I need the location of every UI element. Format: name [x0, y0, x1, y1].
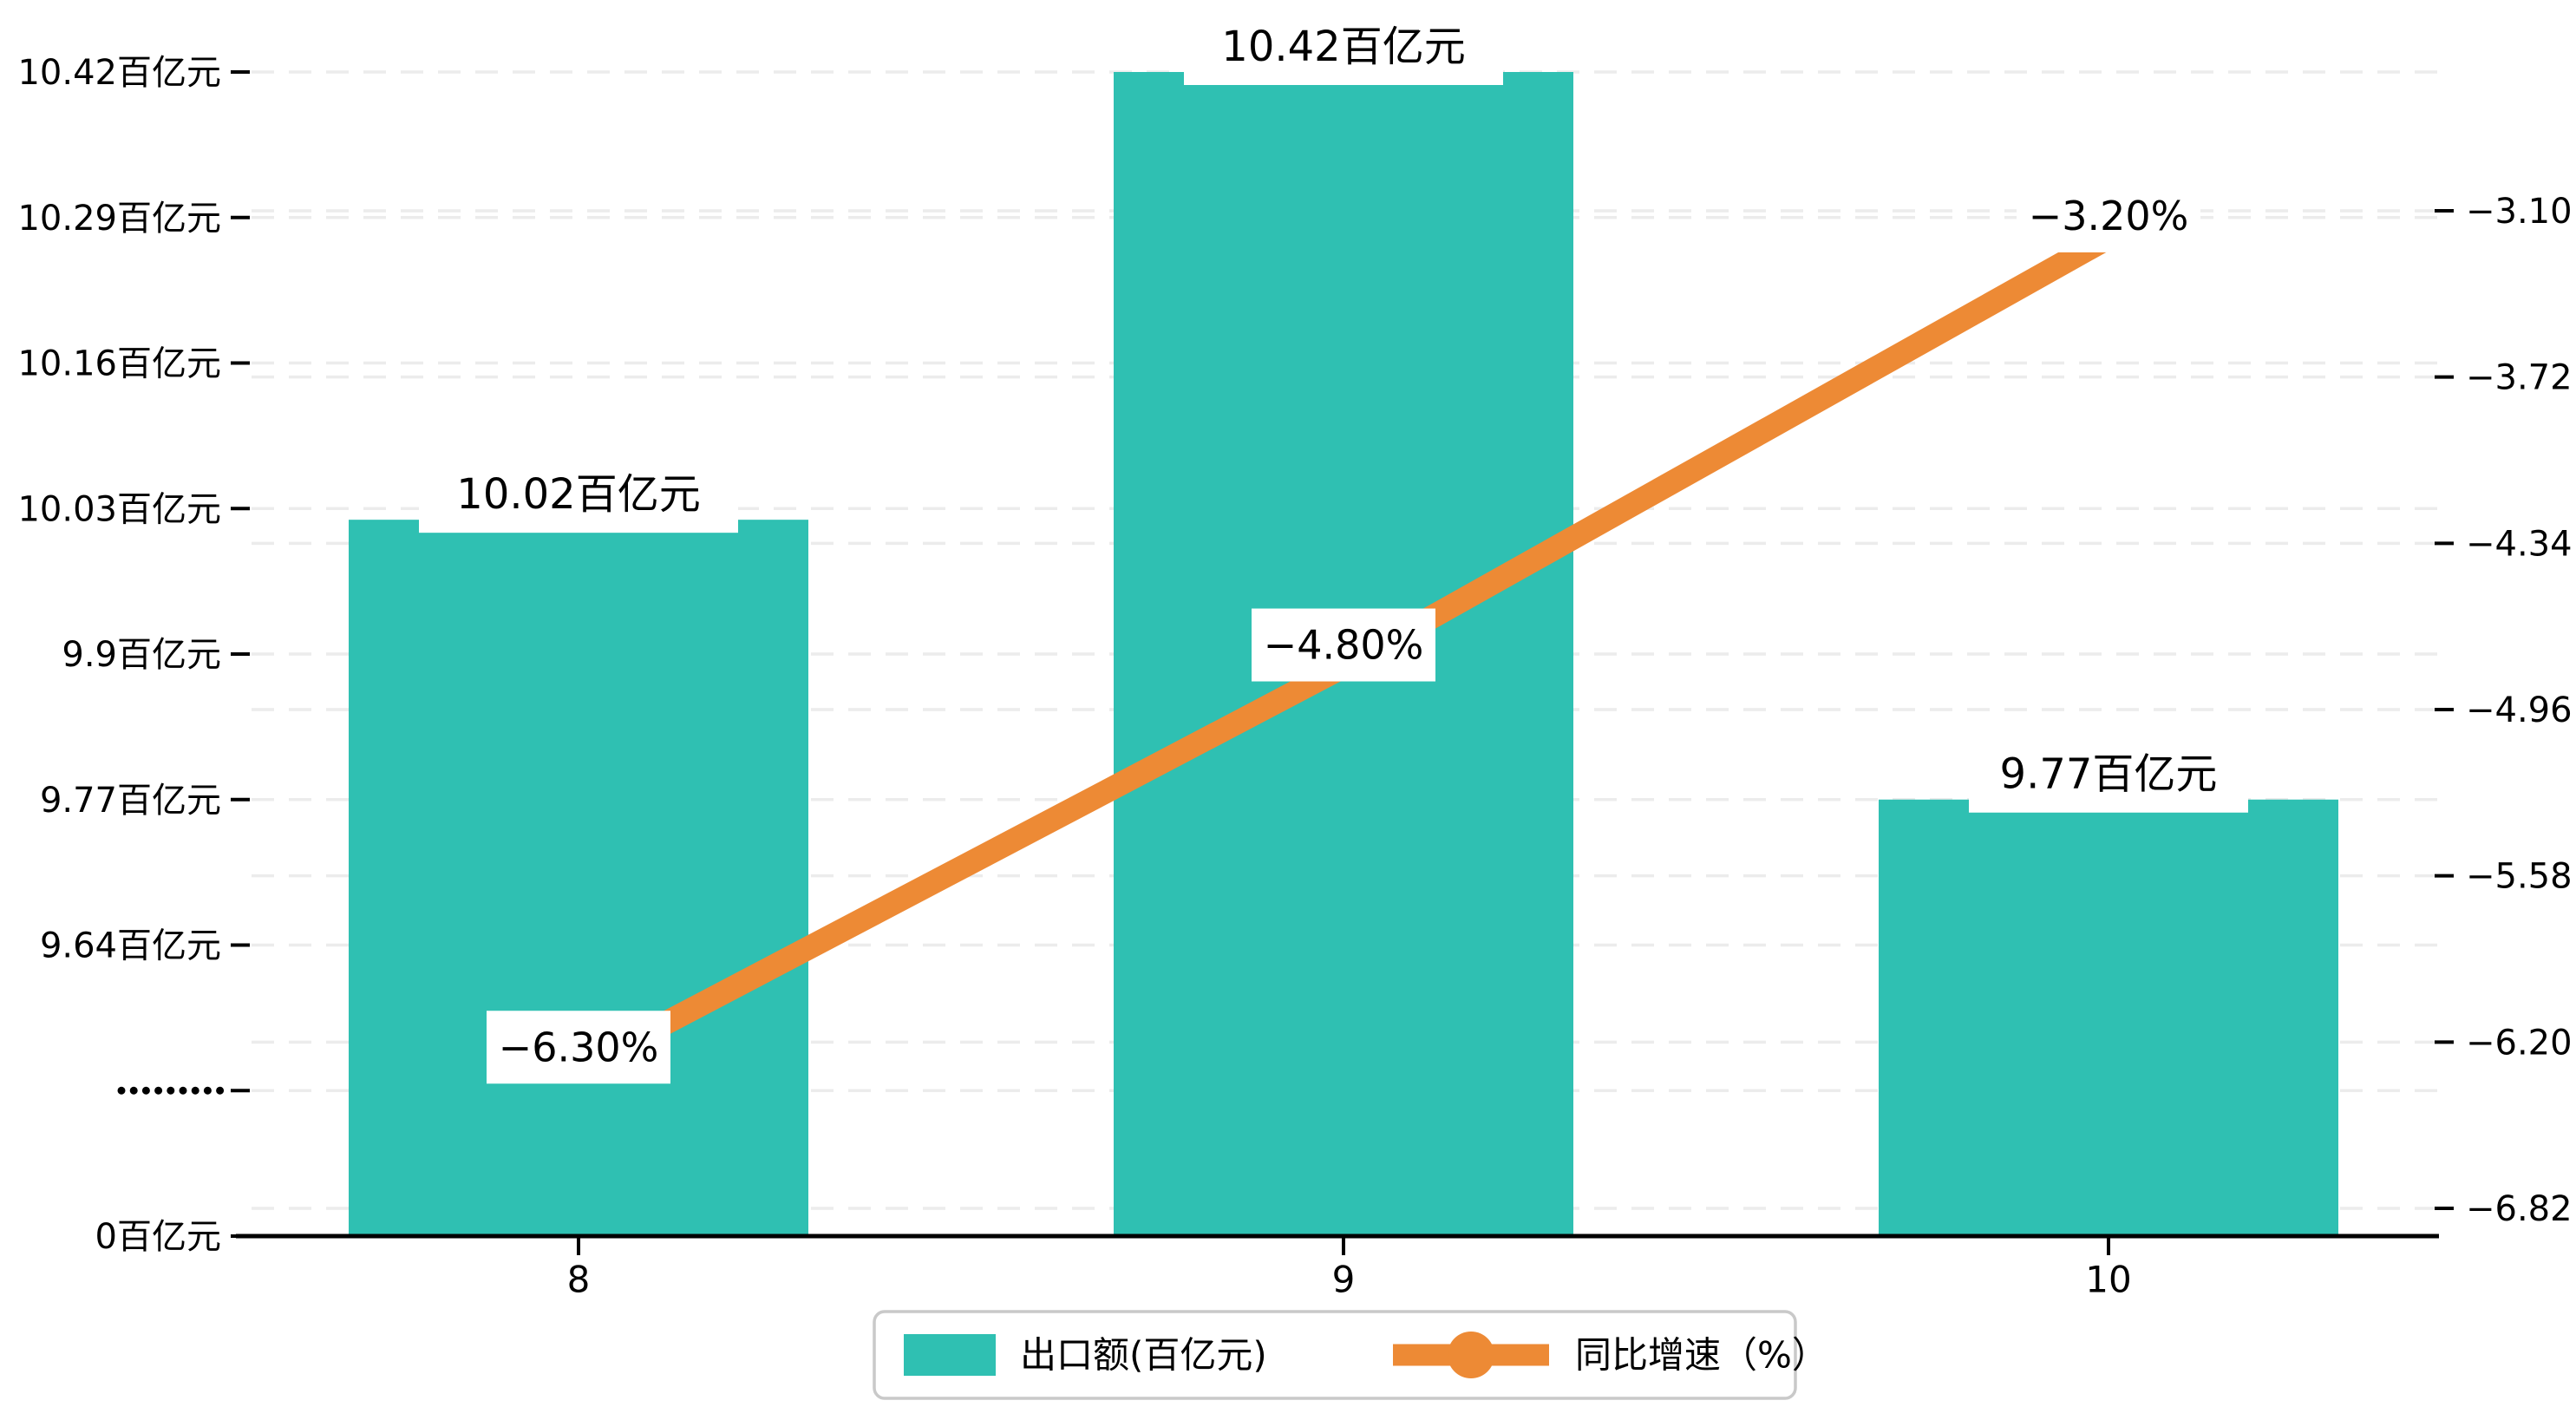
x-tick-label-10: 10 — [2085, 1259, 2131, 1301]
right-axis-tick-label-4: −5.58 — [2466, 857, 2573, 897]
right-axis-tick-label-3: −4.96 — [2466, 690, 2573, 730]
line-point-label-9: −4.80% — [1264, 622, 1424, 669]
line-point-labels — [487, 179, 2200, 1084]
line-point-label-box-10 — [2017, 179, 2200, 252]
left-axis-tick-label-6: 9.64百亿元 — [40, 926, 221, 966]
line-point-label-10: −3.20% — [2029, 193, 2189, 239]
bar-value-label-10: 9.77百亿元 — [2000, 750, 2218, 799]
left-axis-break-dots — [117, 1086, 225, 1095]
right-axis-tick-label-2: −4.34 — [2466, 524, 2573, 564]
left-axis-tick-label-5: 9.77百亿元 — [40, 781, 221, 821]
x-tick-label-9: 9 — [1332, 1259, 1356, 1301]
left-axis-tick-label-8: 0百亿元 — [95, 1217, 221, 1257]
left-axis-tick-label-3: 10.03百亿元 — [17, 489, 221, 529]
right-axis-tick-label-0: −3.10 — [2466, 192, 2573, 232]
axis-break-dot — [216, 1086, 225, 1095]
bar-value-label-box-9 — [1184, 0, 1503, 85]
left-axis-tick-label-2: 10.16百亿元 — [17, 344, 221, 384]
legend — [873, 1310, 1797, 1400]
line-point-label-8: −6.30% — [499, 1024, 659, 1070]
legend-dot-growth — [1448, 1332, 1494, 1378]
bar-value-label-9: 10.42百亿元 — [1221, 23, 1465, 71]
axis-break-dot — [191, 1086, 199, 1095]
bar-value-label-box-10 — [1969, 727, 2248, 813]
line-point-label-box-9 — [1252, 608, 1435, 682]
right-axis-tick-label-6: −6.82 — [2466, 1189, 2573, 1229]
bar-value-labels — [419, 0, 2248, 813]
left-axis-tick-label-1: 10.29百亿元 — [17, 199, 221, 239]
bar-value-label-8: 10.02百亿元 — [456, 470, 700, 519]
legend-label-export: 出口额(百亿元) — [1020, 1334, 1267, 1377]
legend-box — [873, 1310, 1797, 1400]
legend-label-growth: 同比增速（%） — [1575, 1334, 1828, 1377]
bar-value-label-box-8 — [419, 448, 738, 533]
axis-break-dot — [117, 1086, 126, 1095]
bar-month-8 — [349, 520, 808, 1236]
axis-break-dot — [167, 1086, 175, 1095]
legend-item-export — [904, 1334, 996, 1376]
left-axis-tick-label-0: 10.42百亿元 — [17, 53, 221, 93]
legend-item-growth — [1393, 1332, 1549, 1378]
axis-break-dot — [203, 1086, 212, 1095]
axis-break-dot — [129, 1086, 138, 1095]
axis-break-dot — [154, 1086, 163, 1095]
axis-break-dot — [179, 1086, 187, 1095]
right-axis-tick-label-1: −3.72 — [2466, 358, 2573, 398]
x-tick-label-8: 8 — [567, 1259, 591, 1301]
axis-break-dot — [141, 1086, 150, 1095]
line-point-label-box-8 — [487, 1011, 670, 1084]
bar-month-10 — [1879, 799, 2338, 1236]
right-axis-tick-label-5: −6.20 — [2466, 1023, 2573, 1063]
legend-swatch-export — [904, 1334, 996, 1376]
left-axis-tick-label-4: 9.9百亿元 — [62, 635, 221, 675]
